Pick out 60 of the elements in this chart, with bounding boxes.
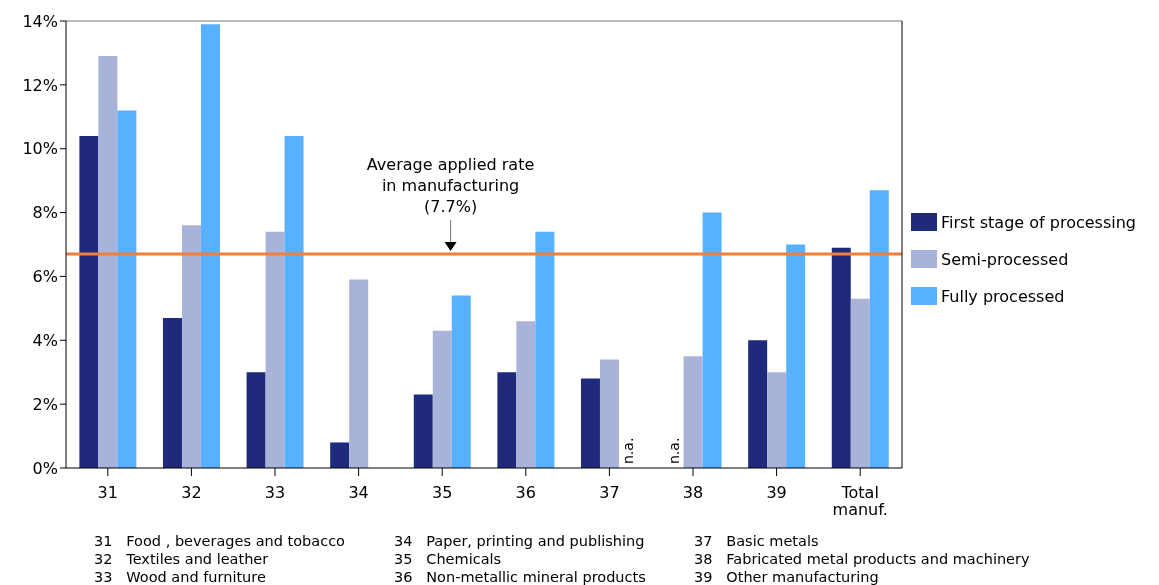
y-tick-label: 10% — [22, 139, 58, 159]
text: 37 Basic metals — [694, 532, 820, 550]
legend-label: Semi-processed — [941, 249, 1069, 269]
bar — [181, 225, 201, 468]
x-tick-label: Total manuf. — [832, 483, 888, 520]
y-tick-label: 4% — [32, 330, 58, 350]
bar — [432, 330, 452, 468]
text: 31 Food , beverages and tobacco — [94, 532, 346, 550]
bar — [767, 372, 787, 468]
bar — [748, 340, 768, 468]
bar — [265, 231, 285, 468]
bar — [786, 244, 806, 468]
x-tick-label: 38 — [682, 483, 704, 503]
bar — [683, 356, 703, 468]
y-tick-label: 8% — [32, 203, 58, 223]
x-tick-label: 32 — [181, 483, 202, 503]
bar — [516, 321, 536, 468]
bar — [79, 135, 99, 468]
x-tick-label: 36 — [515, 483, 536, 503]
x-tick-label: 35 — [432, 483, 453, 503]
x-tick-label: 33 — [264, 483, 286, 503]
ref-line-label: Average applied rate in manufacturing (7.7%) — [366, 155, 535, 217]
bar — [162, 317, 182, 468]
bar — [451, 295, 471, 468]
text: n.a. — [620, 437, 637, 464]
y-tick-label: 2% — [32, 394, 58, 414]
y-tick-label: 12% — [22, 75, 58, 95]
legend-label: Fully processed — [941, 286, 1065, 306]
text: 36 Non-metallic mineral products — [394, 568, 647, 585]
legend-label: First stage of processing — [941, 212, 1136, 232]
bar — [349, 279, 369, 468]
text: 32 Textiles and leather — [94, 550, 270, 568]
bar — [200, 24, 220, 468]
y-tick-label: 6% — [32, 267, 58, 287]
x-tick-label: 34 — [348, 483, 369, 503]
bar — [330, 442, 350, 468]
x-tick-label: 39 — [766, 483, 787, 503]
text: 34 Paper, printing and publishing — [394, 532, 646, 550]
bar — [413, 394, 433, 468]
text: 39 Other manufacturing — [694, 568, 880, 585]
bar — [98, 56, 118, 468]
bar — [831, 247, 851, 468]
bar — [117, 110, 137, 468]
text: 33 Wood and furniture — [94, 568, 267, 585]
y-tick-label: 0% — [32, 458, 58, 478]
bar — [599, 359, 619, 468]
bar — [850, 298, 870, 468]
y-tick-label: 14% — [22, 11, 58, 31]
text: 35 Chemicals — [394, 550, 503, 568]
text: 38 Fabricated metal products and machinery — [694, 550, 1031, 568]
bar — [535, 231, 555, 468]
bar — [702, 212, 722, 468]
bar — [580, 378, 600, 468]
text: n.a. — [666, 437, 683, 464]
bar — [284, 135, 304, 468]
x-tick-label: 31 — [97, 483, 118, 503]
bar — [497, 372, 517, 468]
bar — [869, 190, 889, 468]
bar — [246, 372, 266, 468]
x-tick-label: 37 — [599, 483, 620, 503]
